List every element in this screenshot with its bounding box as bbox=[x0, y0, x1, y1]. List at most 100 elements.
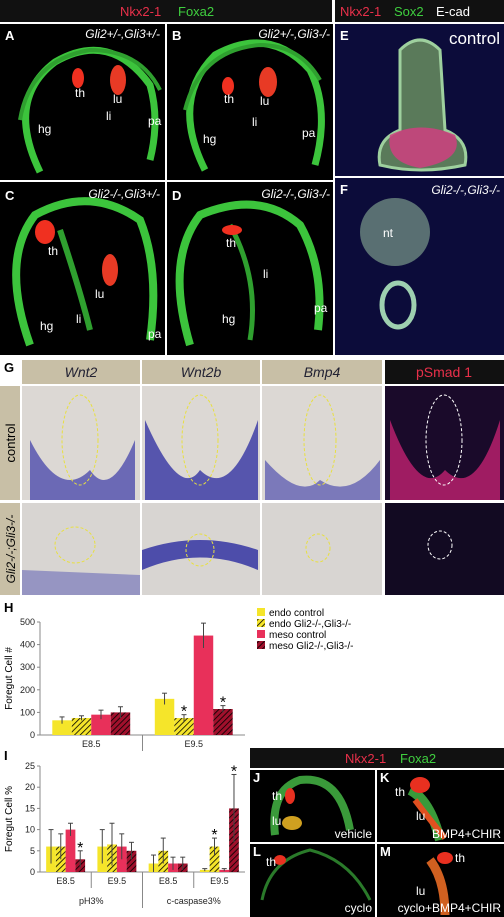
legend-label: meso control bbox=[269, 630, 326, 641]
label: B bbox=[172, 28, 181, 43]
label: cyclo bbox=[345, 901, 373, 915]
label: th bbox=[266, 855, 276, 869]
label: Gli2-/-,Gli3-/- bbox=[431, 183, 500, 197]
label: Gli2-/-,Gli3-/- bbox=[261, 187, 330, 201]
label: pa bbox=[302, 126, 316, 140]
y-tick-label: 25 bbox=[25, 761, 35, 771]
bar bbox=[91, 714, 111, 735]
label: th bbox=[272, 789, 282, 803]
label: hg bbox=[38, 122, 51, 136]
annotation: * bbox=[181, 704, 187, 721]
label: li bbox=[263, 267, 268, 281]
label: Gli2+/-,Gli3+/- bbox=[85, 27, 160, 41]
label: hg bbox=[203, 132, 216, 146]
panel-jm: Nkx2-1 Foxa2 J th lu vehicle K th lu BMP… bbox=[250, 748, 504, 917]
label: lu bbox=[260, 94, 269, 108]
label: control bbox=[449, 29, 500, 48]
label: G bbox=[4, 360, 14, 375]
panel-d: D Gli2-/-,Gli3-/- th li hg pa bbox=[167, 182, 333, 355]
label: lu bbox=[416, 809, 425, 823]
label: E bbox=[340, 28, 349, 43]
label: li bbox=[252, 115, 257, 129]
label: nt bbox=[383, 226, 394, 240]
label: pa bbox=[314, 301, 328, 315]
bar bbox=[213, 709, 233, 735]
y-tick-label: 20 bbox=[25, 782, 35, 792]
legend-swatch bbox=[257, 630, 265, 638]
annotation: * bbox=[231, 763, 237, 780]
label: lu bbox=[95, 287, 104, 301]
label: lu bbox=[113, 92, 122, 106]
stain: Sox2 bbox=[394, 4, 424, 19]
panel-b: B Gli2+/-,Gli3-/- th lu li hg pa bbox=[167, 24, 333, 180]
panel-g: G Wnt2 Wnt2b Bmp4 pSmad 1 control Gli2-/… bbox=[0, 360, 504, 595]
label: BMP4+CHIR bbox=[432, 827, 501, 841]
bar bbox=[209, 846, 220, 872]
panel-letter: I bbox=[4, 748, 8, 763]
label: D bbox=[172, 188, 181, 203]
y-tick-label: 10 bbox=[25, 825, 35, 835]
label: th bbox=[395, 785, 405, 799]
x-tick-label: E9.5 bbox=[108, 876, 127, 886]
label: th bbox=[226, 236, 236, 250]
label: A bbox=[5, 28, 15, 43]
label: Wnt2b bbox=[181, 364, 222, 380]
label: Gli2+/-,Gli3-/- bbox=[258, 27, 330, 41]
stain: E-cad bbox=[436, 4, 470, 19]
annotation: * bbox=[77, 840, 83, 857]
label: Nkx2-1 bbox=[345, 751, 386, 766]
label: cyclo+BMP4+CHIR bbox=[398, 901, 502, 915]
panel-letter: H bbox=[4, 600, 13, 615]
group-label: c-caspase3% bbox=[167, 896, 221, 906]
label: th bbox=[455, 851, 465, 865]
x-tick-label: E9.5 bbox=[184, 739, 203, 749]
panel-c: C Gli2-/-,Gli3+/- th lu li hg pa bbox=[0, 182, 165, 355]
label: Gli2-/-;Gli3-/- bbox=[4, 515, 18, 584]
legend-swatch bbox=[257, 641, 265, 649]
panel-f: F Gli2-/-,Gli3-/- nt bbox=[335, 178, 504, 355]
legend-swatch bbox=[257, 608, 265, 616]
label: J bbox=[253, 770, 260, 785]
legend-label: endo control bbox=[269, 608, 324, 619]
y-tick-label: 15 bbox=[25, 803, 35, 813]
y-axis-label: Foregut Cell # bbox=[4, 647, 15, 710]
annotation: * bbox=[220, 695, 226, 712]
label: pa bbox=[148, 114, 162, 128]
y-axis-label: Foregut Cell % bbox=[4, 786, 15, 852]
label: F bbox=[340, 182, 348, 197]
legend-label: endo Gli2-/-,Gli3-/- bbox=[269, 619, 351, 630]
bar bbox=[52, 720, 72, 735]
bar bbox=[193, 635, 214, 735]
stain: Foxa2 bbox=[178, 4, 214, 19]
panel-a: A Gli2+/-,Gli3+/- th lu li hg pa bbox=[0, 24, 165, 180]
x-tick-label: E8.5 bbox=[159, 876, 178, 886]
label: control bbox=[3, 423, 18, 462]
y-tick-label: 0 bbox=[30, 867, 35, 877]
label: hg bbox=[222, 312, 235, 326]
label: lu bbox=[416, 884, 425, 898]
label: li bbox=[106, 109, 111, 123]
y-tick-label: 100 bbox=[20, 707, 35, 717]
legend-swatch bbox=[257, 619, 265, 627]
y-tick-label: 200 bbox=[20, 685, 35, 695]
bar bbox=[126, 850, 137, 872]
label: Bmp4 bbox=[304, 364, 341, 380]
bar bbox=[71, 718, 92, 735]
y-tick-label: 300 bbox=[20, 662, 35, 672]
y-tick-label: 0 bbox=[30, 730, 35, 740]
label: pa bbox=[148, 327, 162, 341]
label: Gli2-/-,Gli3+/- bbox=[88, 187, 160, 201]
label: M bbox=[380, 844, 391, 859]
label: L bbox=[253, 844, 261, 859]
bar bbox=[154, 698, 175, 735]
y-tick-label: 500 bbox=[20, 617, 35, 627]
label: lu bbox=[272, 814, 281, 828]
label: th bbox=[224, 92, 234, 106]
label: th bbox=[75, 86, 85, 100]
x-tick-label: E9.5 bbox=[210, 876, 229, 886]
label: K bbox=[380, 770, 390, 785]
label: li bbox=[76, 312, 81, 326]
y-tick-label: 5 bbox=[30, 846, 35, 856]
header-bar bbox=[0, 0, 332, 22]
